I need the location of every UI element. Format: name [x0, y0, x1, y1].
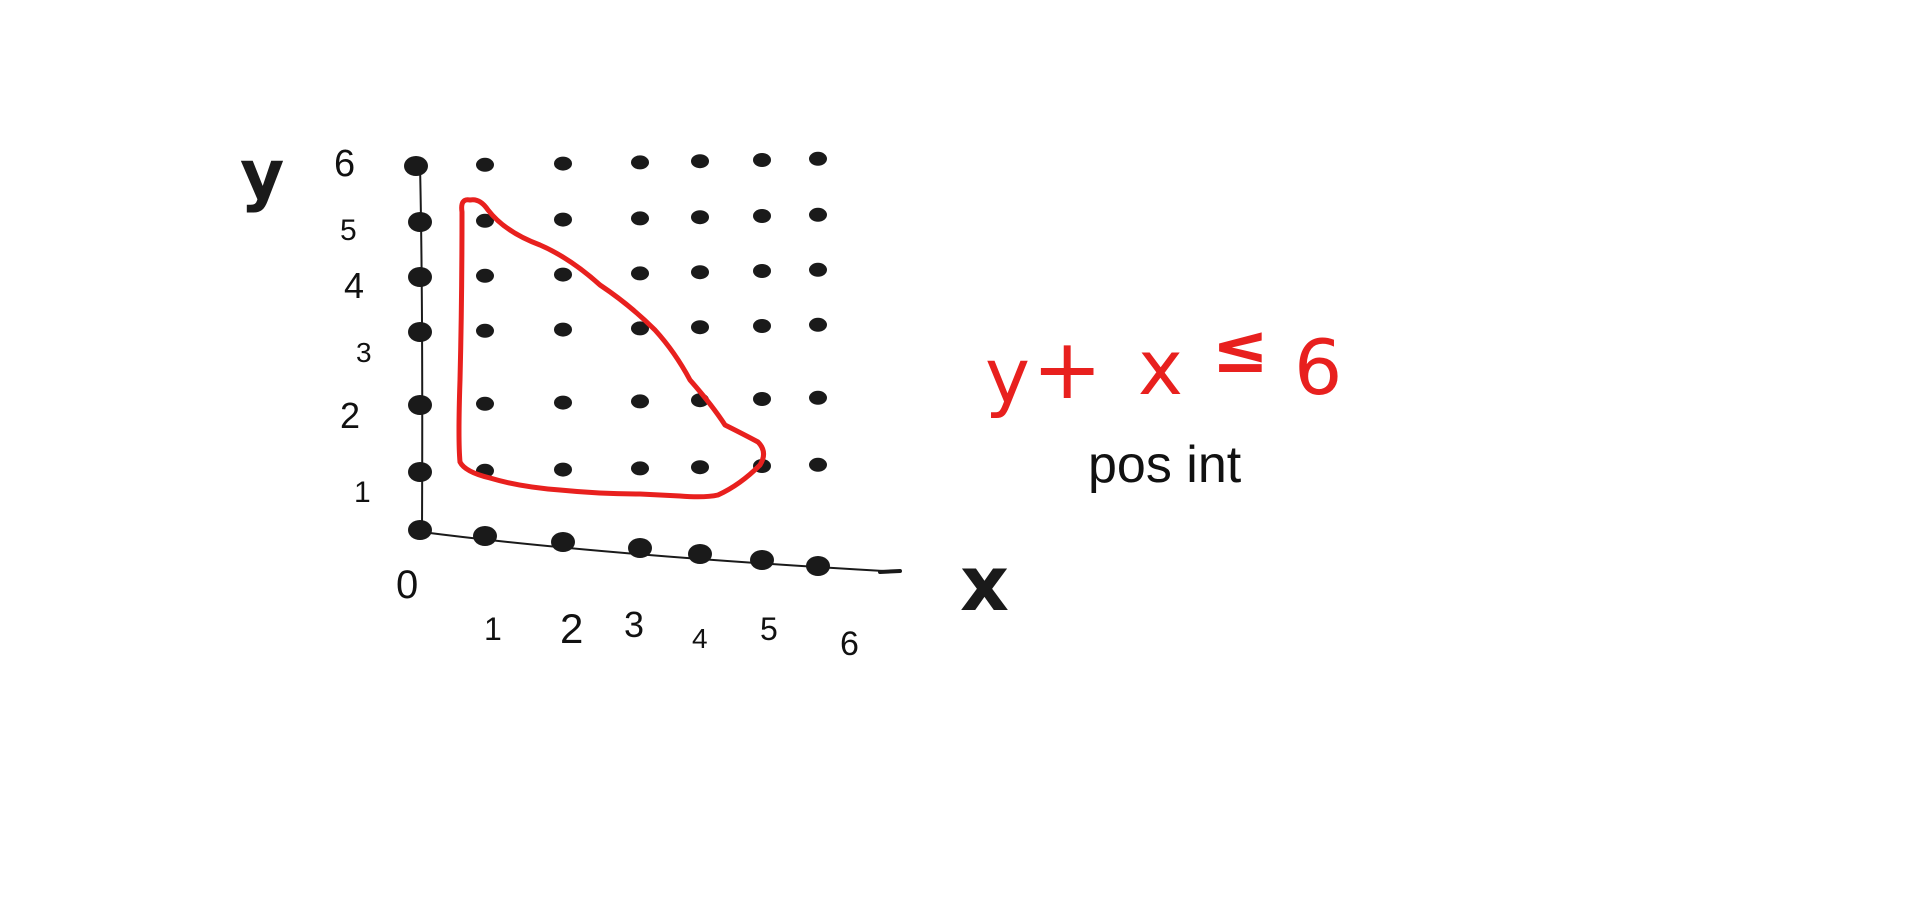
lattice-point-0-1	[408, 462, 432, 482]
x-tick-2: 2	[560, 605, 583, 652]
y-tick-2: 2	[340, 395, 360, 436]
lattice-point-3-4	[631, 266, 649, 281]
y-tick-4: 4	[344, 265, 364, 306]
lattice-point-3-3	[631, 321, 649, 336]
lattice-point-5-5	[753, 209, 771, 223]
lattice-point-4-0	[688, 544, 712, 564]
lattice-point-6-1	[809, 457, 827, 472]
inequality: y + x ≤ 6	[985, 310, 1342, 420]
lattice-point-1-4	[476, 268, 494, 283]
y-axis-label: y	[240, 136, 284, 215]
lattice-point-3-5	[631, 211, 649, 226]
lattice-point-4-4	[691, 265, 709, 280]
x-tick-6: 6	[840, 625, 859, 663]
x-axis-arrow	[878, 569, 902, 574]
y-tick-3: 3	[356, 337, 372, 368]
lattice-point-6-2	[809, 390, 827, 405]
lattice-point-2-6	[554, 156, 572, 171]
lattice-point-5-6	[753, 153, 771, 167]
lattice-point-6-5	[809, 207, 827, 222]
inequality-y: y	[985, 331, 1030, 420]
lattice-point-2-2	[554, 395, 572, 410]
x-tick-0: 0	[396, 563, 418, 607]
lattice-point-0-4	[408, 267, 432, 287]
lattice-point-3-6	[631, 155, 649, 170]
x-tick-1: 1	[484, 611, 502, 647]
lattice-point-5-3	[753, 319, 771, 333]
lattice-point-6-6	[809, 151, 827, 166]
lattice-point-4-3	[691, 320, 709, 335]
lattice-point-2-0	[551, 532, 575, 552]
lattice-point-0-6	[404, 156, 428, 176]
lattice-point-5-4	[753, 264, 771, 278]
lattice-point-6-0	[806, 556, 830, 576]
x-axis-label: x	[960, 539, 1009, 628]
lattice-point-1-5	[476, 213, 494, 228]
x-tick-4: 4	[692, 623, 708, 654]
lattice-point-3-1	[631, 461, 649, 476]
y-tick-1: 1	[354, 476, 371, 509]
inequality-plus: +	[1032, 320, 1102, 418]
lattice-point-4-1	[691, 460, 709, 475]
lattice-point-2-4	[554, 267, 572, 282]
region-outline	[456, 197, 766, 500]
positive-integer-note: pos int	[1088, 436, 1242, 494]
lattice-point-6-4	[809, 262, 827, 277]
lattice-point-4-5	[691, 210, 709, 225]
lattice-point-1-2	[476, 396, 494, 411]
lattice-point-2-1	[554, 462, 572, 477]
lattice-point-4-6	[691, 154, 709, 169]
lattice-point-5-0	[750, 550, 774, 570]
lattice-points	[404, 151, 830, 576]
lattice-point-1-6	[476, 157, 494, 172]
lattice-point-0-0	[408, 520, 432, 540]
lattice-point-0-2	[408, 395, 432, 415]
inequality-relation: ≤	[1212, 310, 1269, 389]
y-tick-5: 5	[340, 214, 357, 247]
lattice-point-1-3	[476, 323, 494, 338]
x-tick-3: 3	[624, 604, 644, 645]
lattice-point-5-2	[753, 392, 771, 406]
x-tick-5: 5	[760, 611, 778, 647]
lattice-point-3-0	[628, 538, 652, 558]
lattice-point-2-3	[554, 322, 572, 337]
lattice-point-6-3	[809, 317, 827, 332]
inequality-x: x	[1138, 323, 1183, 412]
lattice-point-1-0	[473, 526, 497, 546]
lattice-point-0-5	[408, 212, 432, 232]
lattice-point-3-2	[631, 394, 649, 409]
lattice-point-0-3	[408, 322, 432, 342]
y-tick-6: 6	[334, 143, 355, 185]
lattice-point-2-5	[554, 212, 572, 227]
inequality-rhs: 6	[1294, 323, 1342, 412]
